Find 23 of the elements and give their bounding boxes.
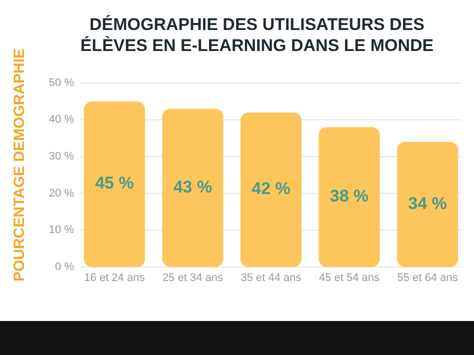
y-tick-label: 10 % xyxy=(48,224,74,236)
bar xyxy=(318,127,380,267)
data-label: 42 % xyxy=(252,179,290,198)
y-axis-title: POURCENTAGE DEMOGRAPHIE xyxy=(11,48,28,282)
bar xyxy=(397,142,458,267)
y-tick-label: 0 % xyxy=(55,260,74,273)
data-label: 43 % xyxy=(173,177,212,196)
data-label: 34 % xyxy=(408,194,447,213)
x-tick-label: 55 et 64 ans xyxy=(397,272,458,284)
bar xyxy=(240,112,302,267)
x-tick-label: 16 et 24 ans xyxy=(84,272,146,284)
data-label: 38 % xyxy=(330,186,369,206)
x-tick-label: 35 et 44 ans xyxy=(240,272,302,284)
x-tick-label: 45 et 54 ans xyxy=(318,272,380,284)
y-tick-label: 20 % xyxy=(48,187,74,200)
bar xyxy=(162,108,224,267)
data-label: 45 % xyxy=(95,174,134,193)
y-tick-label: 50 % xyxy=(48,76,74,89)
chart-title: DÉMOGRAPHIE DES UTILISATEURS DES ÉLÈVES EN E-LEARNING DANS LE MONDE xyxy=(80,14,434,55)
x-tick-label: 25 et 34 ans xyxy=(162,272,224,284)
y-tick-label: 30 % xyxy=(48,150,74,163)
bar xyxy=(84,101,145,267)
y-tick-label: 40 % xyxy=(48,114,74,126)
